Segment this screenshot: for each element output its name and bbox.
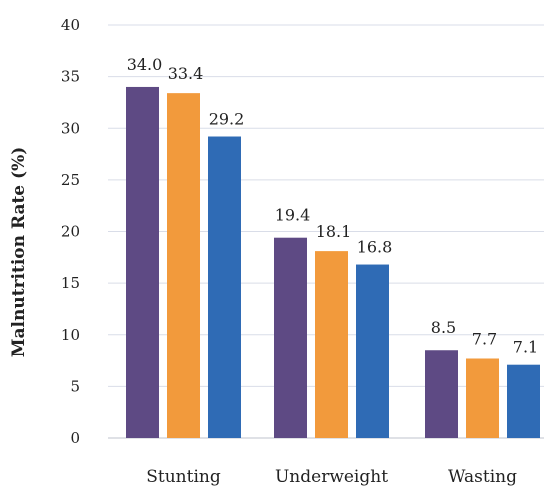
y-tick-label: 0 xyxy=(70,429,80,447)
data-label: 16.8 xyxy=(357,238,393,257)
bar-underweight-2 xyxy=(315,251,348,438)
bar-wasting-1 xyxy=(425,350,458,438)
bars xyxy=(126,86,540,439)
data-label: 33.4 xyxy=(168,64,204,83)
data-label: 8.5 xyxy=(431,318,456,337)
data-labels: 34.0 33.4 29.2 19.4 18.1 16.8 8.5 7.7 7.1 xyxy=(127,55,539,357)
bar-wasting-2 xyxy=(466,358,499,438)
y-tick-label: 25 xyxy=(61,171,80,189)
data-label: 18.1 xyxy=(316,222,352,241)
bar-underweight-1 xyxy=(274,237,307,438)
data-label: 29.2 xyxy=(209,110,245,129)
data-label: 34.0 xyxy=(127,55,163,74)
y-tick-label: 40 xyxy=(61,16,80,34)
bar-stunting-1 xyxy=(126,86,159,438)
y-tick-label: 30 xyxy=(61,119,80,137)
data-label: 19.4 xyxy=(275,206,311,225)
category-label-stunting: Stunting xyxy=(146,467,221,487)
bar-wasting-3 xyxy=(507,364,540,438)
bar-stunting-3 xyxy=(208,136,241,438)
category-label-underweight: Underweight xyxy=(275,467,388,487)
y-tick-label: 15 xyxy=(61,274,80,292)
y-tick-label: 35 xyxy=(61,68,80,86)
y-axis-ticks: 0 5 10 15 20 25 30 35 40 xyxy=(61,16,80,447)
x-axis-categories: Stunting Underweight Wasting xyxy=(146,467,517,487)
bar-stunting-2 xyxy=(167,93,200,439)
category-label-wasting: Wasting xyxy=(448,467,517,487)
data-label: 7.7 xyxy=(472,329,497,348)
y-tick-label: 5 xyxy=(70,377,80,395)
bar-underweight-3 xyxy=(356,264,389,438)
y-tick-label: 20 xyxy=(61,223,80,241)
y-tick-label: 10 xyxy=(61,326,80,344)
y-axis-title: Malnutrition Rate (%) xyxy=(9,147,29,358)
data-label: 7.1 xyxy=(513,338,538,357)
